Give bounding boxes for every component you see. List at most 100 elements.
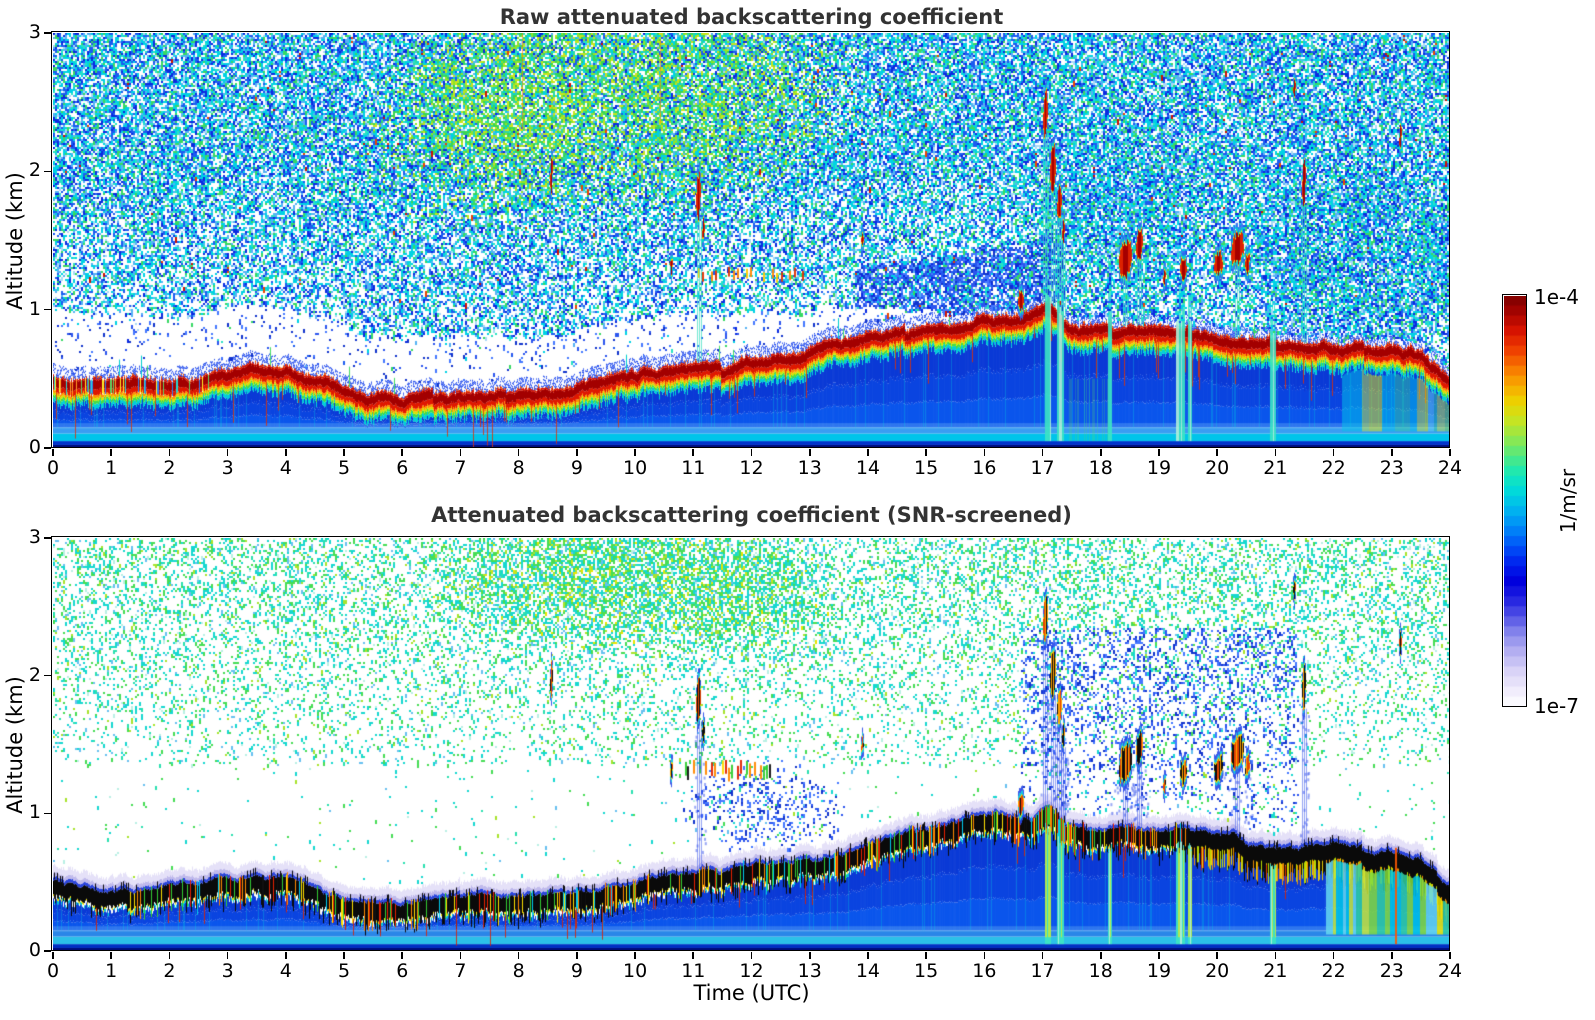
screened-x-tick-label: 2 [163,960,176,982]
raw-x-tick-label: 11 [681,457,706,479]
screened-y-tick-mark [44,812,52,815]
raw-x-tick-mark [459,448,462,456]
raw-x-tick-mark [983,448,986,456]
screened-x-tick-label: 8 [512,960,525,982]
screened-x-tick-label: 24 [1437,960,1463,982]
screened-x-tick-label: 19 [1146,960,1172,982]
raw-x-tick-mark [1274,448,1277,456]
raw-x-tick-mark [110,448,112,456]
raw-x-tick-mark [168,448,171,456]
raw-x-tick-label: 9 [570,457,583,479]
screened-x-tick-label: 0 [46,960,60,982]
raw-y-tick-mark [44,447,52,449]
screened-x-tick-label: 21 [1263,960,1288,982]
raw-x-tick-mark [1099,448,1102,456]
screened-y-tick-mark [44,674,52,677]
screened-x-tick-mark [343,951,345,959]
raw-x-tick-label: 1 [105,457,118,479]
screened-x-tick-mark [459,951,462,959]
raw-x-tick-label: 19 [1146,457,1172,479]
screened-x-tick-mark [808,951,811,959]
raw-y-tick-mark [44,32,52,34]
screened-x-tick-label: 18 [1088,960,1113,982]
screened-x-tick-label: 16 [972,960,997,982]
raw-x-tick-mark [343,448,345,456]
screened-x-tick-label: 4 [279,960,292,982]
screened-x-tick-mark [692,951,695,959]
screened-x-tick-mark [401,951,404,959]
screened-x-tick-mark [634,951,636,959]
raw-x-tick-label: 7 [454,457,467,479]
raw-y-tick-label: 2 [28,159,41,182]
screened-x-tick-mark [168,951,171,959]
raw-y-tick-mark [44,170,52,173]
screened-y-tick-label: 1 [28,801,41,824]
raw-x-tick-mark [808,448,811,456]
raw-y-tick-label: 3 [28,21,41,43]
screened-x-tick-label: 7 [454,960,467,982]
colorbar-canvas [1504,296,1527,707]
raw-x-tick-label: 8 [512,457,525,479]
screened-x-tick-label: 11 [681,960,706,982]
colorbar-unit-label: 1/m/sr [1556,468,1580,534]
raw-x-tick-label: 21 [1263,457,1288,479]
colorbar-max-label: 1e-4 [1534,285,1579,309]
screened-x-tick-mark [1216,951,1218,959]
colorbar-min-label: 1e-7 [1534,694,1579,718]
raw-x-tick-mark [52,448,54,456]
raw-x-tick-mark [750,448,753,456]
raw-x-tick-label: 13 [797,457,822,479]
screened-x-tick-label: 23 [1379,960,1404,982]
screened-x-tick-label: 5 [337,960,351,982]
raw-x-tick-mark [634,448,636,456]
screened-x-tick-mark [52,951,54,959]
raw-x-tick-mark [576,448,578,456]
screened-x-tick-mark [1332,951,1335,959]
raw-x-tick-label: 22 [1321,457,1346,479]
raw-x-tick-mark [1158,448,1160,456]
raw-x-tick-label: 4 [279,457,292,479]
raw-x-tick-mark [401,448,404,456]
screened-x-tick-mark [1158,951,1160,959]
screened-x-tick-mark [576,951,578,959]
screened-x-tick-mark [750,951,753,959]
raw-x-tick-mark [1041,448,1044,456]
raw-x-tick-label: 5 [337,457,351,479]
raw-x-tick-mark [1449,448,1451,456]
screened-x-tick-label: 9 [570,960,583,982]
screened-x-tick-mark [226,951,229,959]
screened-y-tick-label: 2 [28,663,41,686]
raw-x-tick-label: 17 [1030,457,1055,479]
screened-y-tick-mark [44,950,52,952]
screened-x-tick-mark [110,951,112,959]
screened-x-tick-label: 22 [1321,960,1346,982]
raw-x-tick-label: 18 [1088,457,1113,479]
screened-y-tick-label: 0 [28,939,41,961]
screened-x-tick-label: 12 [739,960,764,982]
screened-x-tick-label: 20 [1205,960,1230,982]
screened-x-tick-label: 17 [1030,960,1055,982]
raw-x-tick-label: 14 [855,457,880,479]
raw-x-tick-label: 23 [1379,457,1404,479]
screened-x-tick-mark [1449,951,1451,959]
screened-x-tick-mark [867,951,869,959]
raw-x-tick-label: 24 [1437,457,1463,479]
raw-x-tick-label: 16 [972,457,997,479]
screened-x-tick-label: 1 [105,960,118,982]
screened-y-tick-mark [44,537,52,539]
raw-x-tick-mark [285,448,287,456]
x-axis-label: Time (UTC) [693,981,810,1005]
raw-x-tick-mark [1332,448,1335,456]
raw-heatmap-canvas [53,33,1450,448]
raw-x-tick-mark [867,448,869,456]
raw-y-tick-label: 0 [28,436,41,458]
raw-x-tick-label: 20 [1205,457,1230,479]
raw-x-tick-label: 15 [914,457,939,479]
screened-x-tick-label: 15 [914,960,939,982]
raw-y-tick-label: 1 [28,297,41,320]
screened-x-tick-mark [983,951,986,959]
raw-y-tick-mark [44,308,52,311]
screened-heatmap-canvas [53,538,1450,951]
screened-x-tick-label: 13 [797,960,822,982]
